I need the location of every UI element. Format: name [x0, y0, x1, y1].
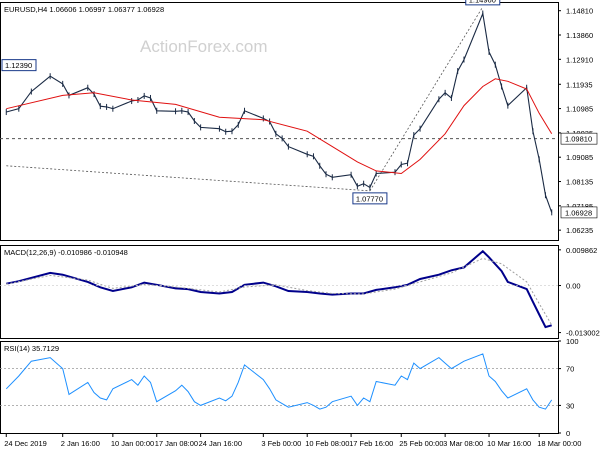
- rsi-y-tick-label: 100: [566, 337, 579, 346]
- x-tick-label: 17 Jan 08:00: [155, 439, 198, 448]
- watermark: ActionForex.com: [140, 37, 268, 56]
- rsi-title: RSI(14) 35.7129: [4, 344, 59, 353]
- price-y-tick-label: 1.10985: [566, 105, 593, 114]
- x-tick-label: 2 Jan 16:00: [61, 439, 100, 448]
- rsi-y-tick-label: 30: [566, 401, 574, 410]
- price-y-tick-label: 1.12910: [566, 55, 593, 64]
- price-annotation-box: [352, 192, 388, 205]
- macd-frame: [0, 245, 559, 339]
- x-tick-label: 3 Mar 08:00: [443, 439, 483, 448]
- x-tick-label: 24 Dec 2019: [4, 439, 47, 448]
- x-tick-label: 25 Feb 00:00: [399, 439, 443, 448]
- x-tick-label: 3 Feb 00:00: [261, 439, 301, 448]
- price-y-tick-label: 1.13860: [566, 31, 593, 40]
- price-y-tick-label: 1.08135: [566, 178, 593, 187]
- price-y-tick-label: 1.06235: [566, 226, 593, 235]
- price-tag-box: [560, 132, 598, 145]
- price-y-tick-label: 1.09085: [566, 153, 593, 162]
- macd-y-tick-label: 0.009862: [566, 246, 597, 255]
- rsi-frame: [0, 341, 559, 434]
- x-tick-label: 10 Mar 16:00: [487, 439, 531, 448]
- rsi-line: [5, 353, 553, 410]
- price-y-tick-label: 1.07185: [566, 202, 593, 211]
- x-tick-label: 18 Mar 00:00: [537, 439, 581, 448]
- time-axis: 24 Dec 2019 2 Jan 16:00 10 Jan 00:00 17 Jan…: [4, 433, 581, 448]
- price-annotation-box: [465, 0, 501, 6]
- price-annotation-label: 1.07770: [356, 194, 383, 203]
- price-title: EURUSD,H4 1.06606 1.06997 1.06377 1.0692…: [4, 5, 164, 14]
- rsi-y-tick-label: 0: [566, 429, 570, 438]
- price-annotation-label: 1.14960: [469, 0, 496, 4]
- macd-line: [6, 249, 552, 329]
- macd-signal-line: [6, 257, 553, 326]
- rsi-y-tick-label: 70: [566, 365, 574, 374]
- macd-title: MACD(12,26,9) -0.010986 -0.010948: [4, 248, 128, 257]
- macd-y-tick-label: -0.013002: [566, 329, 600, 338]
- price-y-tick-label: 1.14810: [566, 7, 593, 16]
- price-tag-box: [560, 206, 598, 219]
- price-annotation-label: 1.12390: [5, 61, 32, 70]
- moving-average-line: [6, 78, 553, 175]
- x-tick-label: 10 Feb 08:00: [305, 439, 349, 448]
- rsi-panel: 100 70 30 0 RSI(14) 35.7129: [0, 337, 579, 438]
- x-tick-label: 10 Jan 00:00: [111, 439, 154, 448]
- price-panel: 1.148101.138601.129101.119351.109851.100…: [0, 0, 598, 241]
- macd-panel: 0.009862 0.00 -0.013002 MACD(12,26,9) -0.01…: [0, 245, 600, 339]
- trend-line: [6, 165, 370, 192]
- price-tag-label: 1.06928: [565, 208, 592, 217]
- x-tick-label: 24 Jan 16:00: [199, 439, 242, 448]
- x-tick-label: 17 Feb 16:00: [349, 439, 393, 448]
- macd-y-tick-label: 0.00: [566, 282, 581, 291]
- price-annotation-box: [1, 59, 37, 72]
- price-frame: [0, 2, 559, 241]
- price-tag-label: 1.09810: [565, 135, 592, 144]
- price-y-tick-label: 1.11935: [566, 80, 593, 89]
